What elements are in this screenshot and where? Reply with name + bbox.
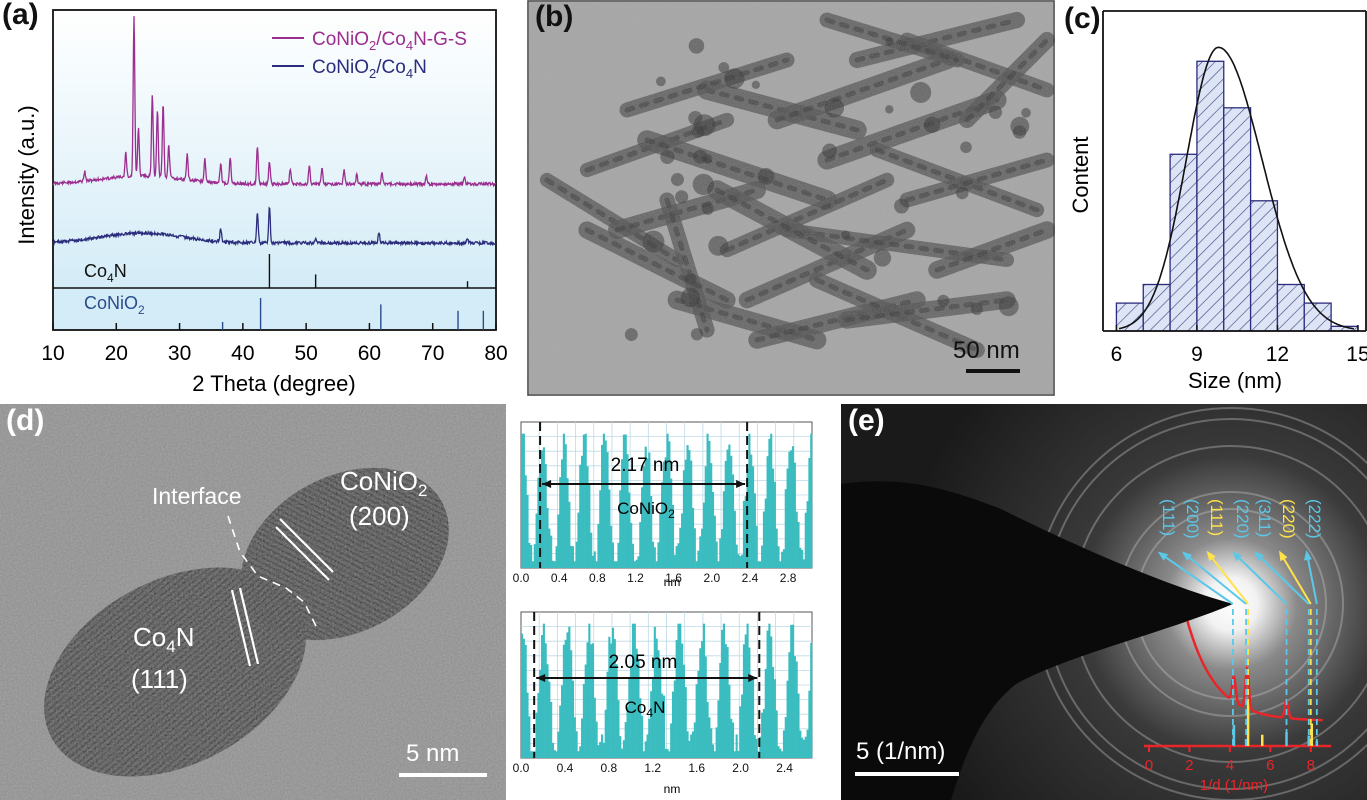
histogram-bar xyxy=(1196,60,1225,332)
profile-x-tick: 1.2 xyxy=(644,761,661,775)
ring-label: (222) xyxy=(1305,499,1324,539)
profile-x-tick: 2.0 xyxy=(732,761,749,775)
legend-series-1: CoNiO2/Co4N-G-S xyxy=(312,29,467,53)
x-tick-label: 40 xyxy=(231,342,254,365)
profile-x-tick: 0.8 xyxy=(589,571,606,585)
panel-a-chart: 10 20 30 40 50 60 70 80 CoNiO2/Co4N-G-S CoNiO2/… xyxy=(14,9,508,396)
panel-c-label: (c) xyxy=(1064,2,1101,35)
histogram-bar xyxy=(1276,283,1305,332)
profile-1-distance: 2.17 nm xyxy=(611,455,680,476)
histogram-bars xyxy=(1115,60,1359,332)
profile-1-phase: CoNiO2 xyxy=(617,499,675,521)
x-tick-label: 60 xyxy=(358,342,381,365)
panel-e-scale-label: 5 (1/nm) xyxy=(856,738,946,765)
panel-a-xlabel: 2 Theta (degree) xyxy=(192,371,355,396)
e-x-tick: 2 xyxy=(1185,757,1193,774)
panel-d-hrtem-image xyxy=(0,404,506,800)
interface-label: Interface xyxy=(152,483,242,509)
profile-2-distance: 2.05 nm xyxy=(609,652,678,673)
panel-e-xlabel: 1/d (1/nm) xyxy=(1200,777,1268,794)
co4n-label: Co4N xyxy=(133,622,195,657)
x-tick-label: 20 xyxy=(105,342,128,365)
x-tick-label: 30 xyxy=(168,342,191,365)
x-tick-label: 12 xyxy=(1266,343,1289,366)
ring-label: (200) xyxy=(1183,499,1202,539)
ring-label: (111) xyxy=(1207,499,1226,536)
xrd-series-co4n xyxy=(52,206,497,247)
panel-c-x-ticks: 6 9 12 15 xyxy=(1111,325,1367,366)
panel-e-label: (e) xyxy=(848,404,885,437)
e-x-tick: 4 xyxy=(1226,757,1234,774)
profile-x-tick: 0.8 xyxy=(601,761,618,775)
panel-d-label: (d) xyxy=(6,404,45,437)
x-tick-label: 15 xyxy=(1346,343,1367,366)
x-tick-label: 6 xyxy=(1111,343,1123,366)
co4n-plane-label: (111) xyxy=(131,664,188,694)
conio2-label: CoNiO2 xyxy=(340,466,428,501)
profile-x-tick: 0.4 xyxy=(557,761,574,775)
profile-x-tick: 2.4 xyxy=(742,571,759,585)
histogram-bar xyxy=(1249,200,1279,332)
histogram-bar xyxy=(1169,153,1198,332)
panel-b-scale-label: 50 nm xyxy=(953,337,1020,364)
panel-e-saed-image: 0 2 4 6 81/d (1/nm)(111) (200) (111) (220) (311)… xyxy=(841,404,1367,800)
x-tick-label: 50 xyxy=(294,342,317,365)
ring-label: (220) xyxy=(1233,499,1252,539)
profile-x-tick: 1.6 xyxy=(665,571,682,585)
panel-c-ylabel: Content xyxy=(1068,136,1093,213)
profile-x-tick: 1.6 xyxy=(688,761,705,775)
profile-x-tick: 0.4 xyxy=(551,571,568,585)
panel-b-tem-image xyxy=(527,0,1055,396)
histogram-bar xyxy=(1223,107,1252,332)
panel-b-label: (b) xyxy=(535,0,574,33)
profile-x-tick: 2.8 xyxy=(780,571,797,585)
panel-c-histogram: 6 9 12 15 Content Size (nm) xyxy=(1068,10,1367,393)
line-profile-co4n: 0.0 0.4 0.8 1.2 1.6 2.0 2.4 xyxy=(513,611,813,775)
panel-c-xlabel: Size (nm) xyxy=(1188,368,1282,393)
line-profiles: 0.0 0.4 0.8 1.2 1.6 2.0 2.4 2.8 0.0 0.4 0.8 1.2 1.6… xyxy=(513,421,813,796)
profile-2-xlabel: nm xyxy=(664,782,681,796)
x-tick-label: 10 xyxy=(41,342,64,365)
saed-ring-overlay: 0 2 4 6 81/d (1/nm)(111) (200) (111) (220) (311)… xyxy=(1144,499,1331,794)
e-x-tick: 8 xyxy=(1307,757,1315,774)
e-x-tick: 6 xyxy=(1266,757,1274,774)
x-tick-label: 70 xyxy=(421,342,444,365)
line-profile-conio2: 0.0 0.4 0.8 1.2 1.6 2.0 2.4 2.8 xyxy=(513,421,813,585)
e-x-tick: 0 xyxy=(1145,757,1153,774)
profile-1-xlabel: nm xyxy=(664,575,681,589)
x-tick-label: 9 xyxy=(1191,343,1203,366)
x-tick-label: 80 xyxy=(484,342,507,365)
panel-a-label: (a) xyxy=(2,0,39,31)
ring-label: (220) xyxy=(1279,499,1298,539)
conio2-plane-label: (200) xyxy=(349,501,410,531)
panel-a-ylabel: Intensity (a.u.) xyxy=(14,105,39,244)
histogram-bar xyxy=(1303,302,1332,332)
xrd-series-co4n-g-s xyxy=(52,16,497,188)
profile-2-phase: Co4N xyxy=(625,698,666,720)
profile-x-tick: 1.2 xyxy=(627,571,644,585)
panel-b-scale-bar xyxy=(966,369,1020,373)
gaussian-fit-curve xyxy=(1118,46,1355,330)
ring-label: (311) xyxy=(1255,499,1274,537)
profile-x-tick: 2.4 xyxy=(776,761,793,775)
reference-conio2-bars xyxy=(221,298,485,330)
saed-intensity-curve xyxy=(1186,620,1323,722)
profile-x-tick: 0.0 xyxy=(513,571,530,585)
reference-co4n-bars xyxy=(268,254,469,288)
profile-x-tick: 2.0 xyxy=(703,571,720,585)
ring-label: (111) xyxy=(1159,499,1178,536)
profile-x-tick: 0.0 xyxy=(513,761,530,775)
panel-a-x-ticks: 10 20 30 40 50 60 70 80 xyxy=(41,323,508,365)
panel-d-scale-label: 5 nm xyxy=(406,740,460,767)
